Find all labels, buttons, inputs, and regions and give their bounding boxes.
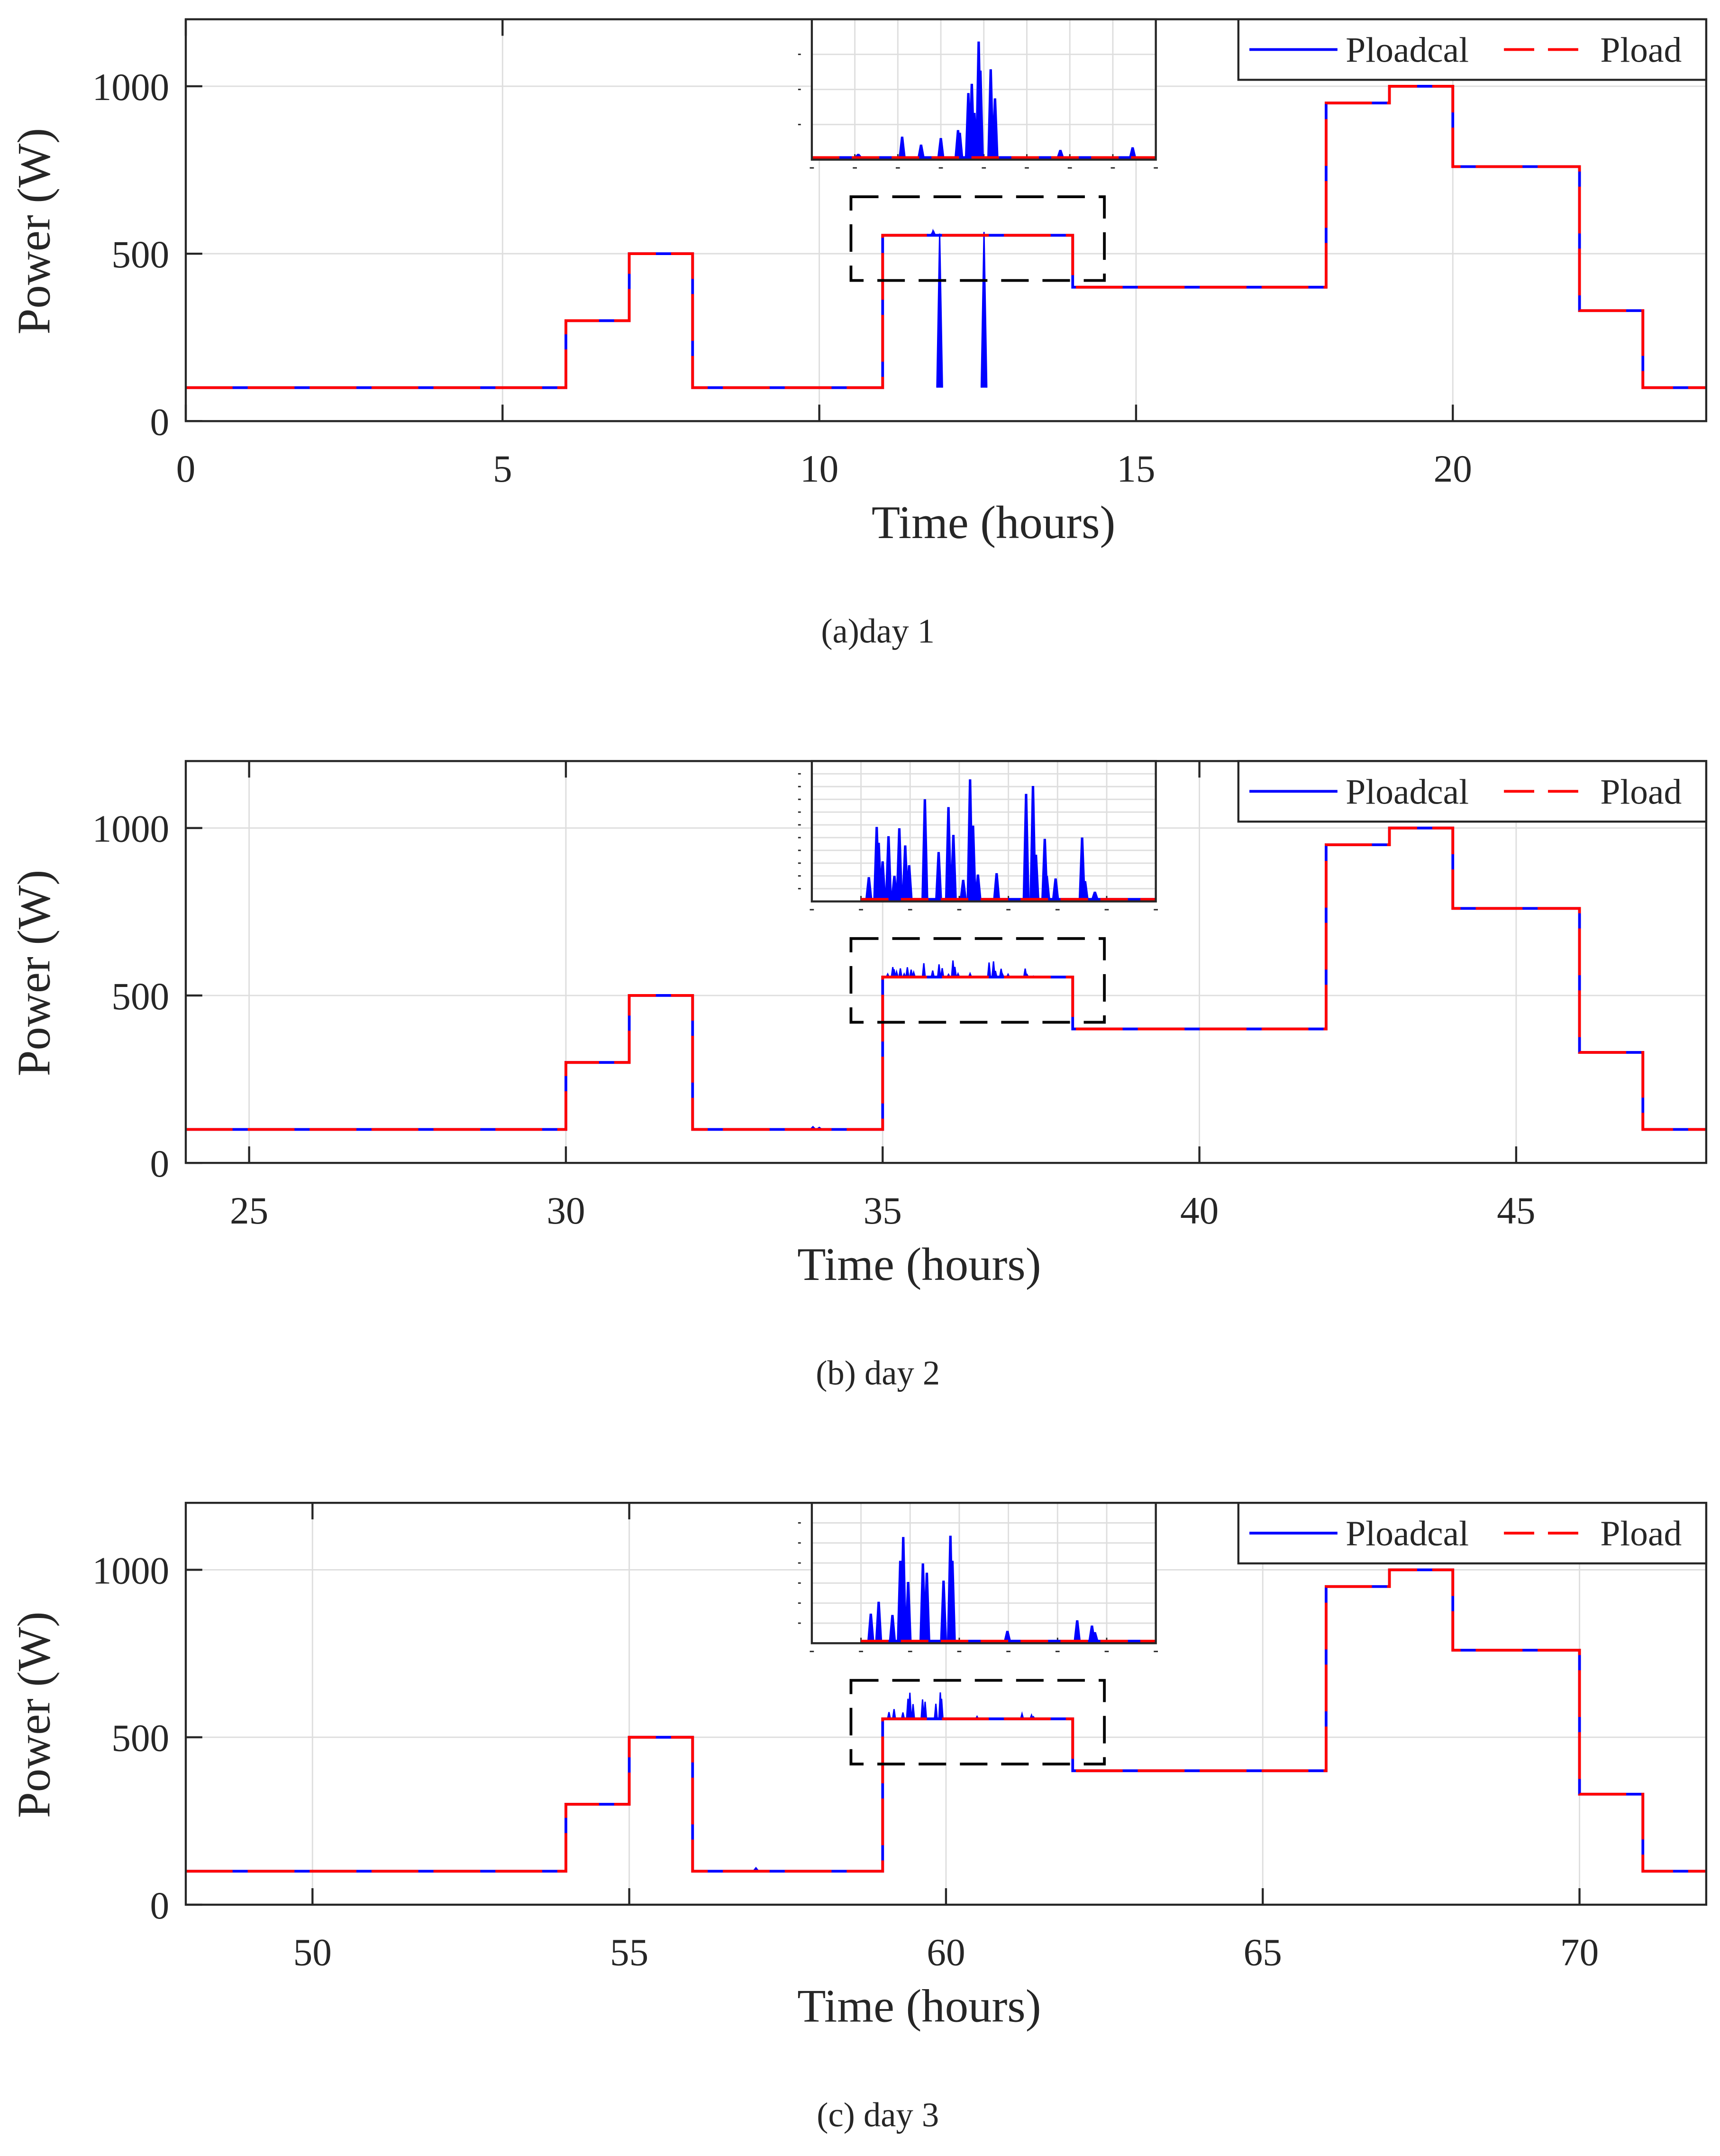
x-tick-label: 10 (800, 448, 838, 490)
x-tick-label: 70 (1560, 1931, 1599, 1974)
legend-pload-label: Pload (1600, 31, 1682, 70)
x-axis-label: Time (hours) (872, 497, 1116, 548)
legend-pload-label: Pload (1600, 772, 1682, 812)
x-tick-label: 40 (1180, 1189, 1219, 1232)
y-tick-label: 1000 (92, 808, 170, 850)
y-tick-label: 0 (150, 401, 170, 443)
x-tick-label: 20 (1434, 448, 1472, 490)
zoom-region-box (849, 1679, 1106, 1766)
zoom-region-box (849, 937, 1106, 1024)
legend-pload-label: Pload (1600, 1514, 1682, 1553)
panel-caption: (a)day 1 (821, 612, 935, 650)
inset-axes-box (810, 1502, 1157, 1644)
chart-panel-3: 50 55 60 65 70 0 500 1000 Time (hours) Power (W) P… (9, 1502, 1708, 2134)
chart-panel-1: 0 5 10 15 20 0 500 1000 Time (hours) Power (W) Plo… (9, 18, 1708, 650)
series-ploadcal-line (185, 85, 1706, 389)
y-tick-label: 1000 (92, 1550, 170, 1592)
x-tick-label: 55 (610, 1931, 648, 1974)
inset-background (811, 1503, 1156, 1644)
x-tick-label: 45 (1497, 1189, 1535, 1232)
inset-plot (798, 1502, 1158, 1653)
y-tick-label: 1000 (92, 66, 170, 109)
legend: Ploadcal Pload (1237, 1502, 1708, 1565)
legend: Ploadcal Pload (1237, 18, 1708, 81)
inset-ploadcal-peaks (854, 41, 1137, 157)
series-ploadcal-line (185, 1568, 1706, 1873)
x-tick-label: 5 (493, 448, 512, 490)
inset-ploadcal-peaks (867, 1535, 1099, 1641)
x-tick-label: 30 (546, 1189, 585, 1232)
y-axis-label: Power (W) (9, 1611, 60, 1818)
inset-plot (798, 18, 1158, 169)
y-axis-label: Power (W) (9, 128, 60, 335)
x-tick-label: 60 (927, 1931, 965, 1974)
inset-background (811, 761, 1156, 902)
series-ploadcal-fluctuations (753, 1692, 1036, 1872)
series-ploadcal-fluctuations (810, 960, 1036, 1130)
panel-caption: (c) day 3 (817, 2095, 939, 2134)
legend-ploadcal-label: Ploadcal (1346, 772, 1469, 812)
x-tick-label: 25 (230, 1189, 268, 1232)
x-axis-label: Time (hours) (797, 1239, 1041, 1290)
legend-ploadcal-label: Ploadcal (1346, 31, 1469, 70)
x-tick-label: 35 (864, 1189, 902, 1232)
y-tick-label: 500 (111, 233, 169, 276)
inset-plot (798, 760, 1158, 911)
inset-ploadcal-peaks (865, 779, 1099, 899)
panel-caption: (b) day 2 (816, 1354, 940, 1392)
y-tick-label: 500 (111, 1717, 169, 1760)
x-tick-label: 65 (1244, 1931, 1282, 1974)
y-tick-label: 500 (111, 975, 169, 1018)
x-axis-label: Time (hours) (797, 1981, 1041, 2032)
inset-axes-box (810, 18, 1157, 161)
series-ploadcal-fluctuations (922, 228, 988, 388)
y-tick-label: 0 (150, 1884, 170, 1927)
x-tick-label: 15 (1117, 448, 1155, 490)
x-tick-label: 50 (293, 1931, 332, 1974)
series-ploadcal-line (185, 826, 1706, 1131)
zoom-region-box (849, 195, 1106, 282)
x-tick-label: 0 (176, 448, 196, 490)
y-tick-label: 0 (150, 1142, 170, 1185)
chart-panel-2: 25 30 35 40 45 0 500 1000 Time (hours) Power (W) P… (9, 760, 1708, 1392)
legend: Ploadcal Pload (1237, 760, 1708, 823)
y-axis-label: Power (W) (9, 870, 60, 1077)
legend-ploadcal-label: Ploadcal (1346, 1514, 1469, 1553)
inset-axes-box (810, 760, 1157, 903)
